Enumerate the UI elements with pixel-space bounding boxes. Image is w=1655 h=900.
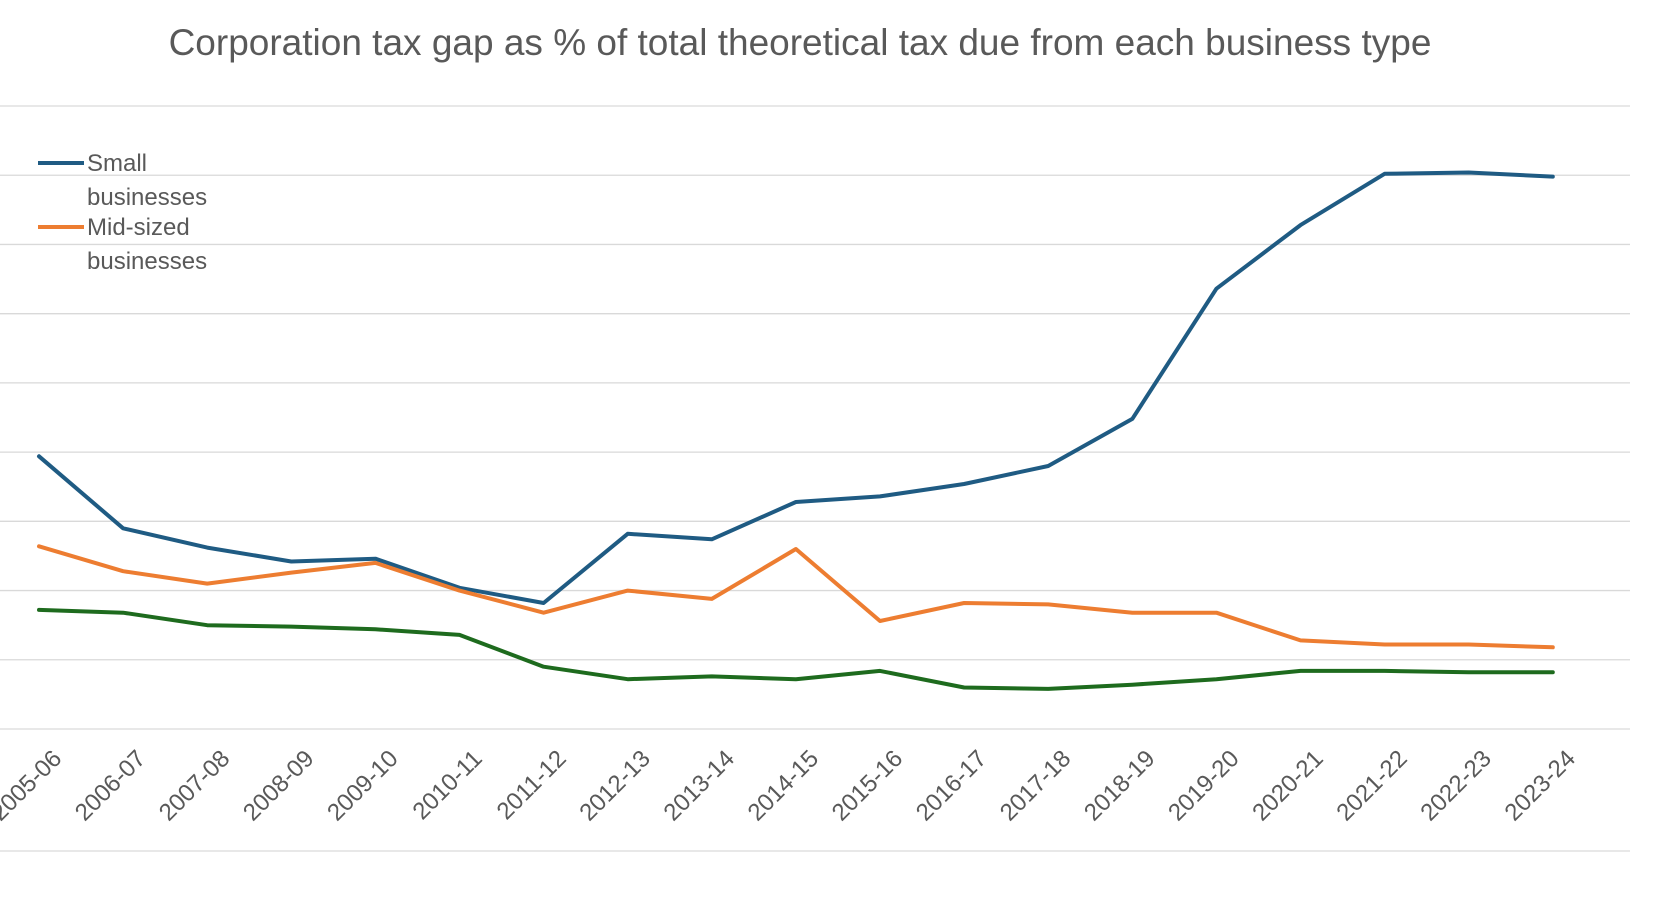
grid-layer [0, 105, 1630, 852]
x-tick-label: 2023-24 [1500, 745, 1581, 826]
x-tick-label: 2019-20 [1163, 745, 1244, 826]
x-tick-label: 2017-18 [995, 745, 1076, 826]
x-tick-label: 2014-15 [743, 745, 824, 826]
x-tick-label: 2010-11 [408, 745, 488, 825]
x-tick-label: 2009-10 [322, 745, 403, 826]
series-line-series-3 [37, 607, 1555, 691]
x-tick-label: 2016-17 [911, 745, 992, 826]
x-axis: 2005-06 2006-07 2007-08 2008-09 2009-10 2010-… [0, 745, 1581, 826]
x-tick-label: 2018-19 [1079, 745, 1160, 826]
x-tick-label: 2021-22 [1331, 745, 1412, 826]
x-tick-label: 2011-12 [492, 745, 572, 825]
series-line-small-businesses [37, 170, 1555, 605]
x-tick-label: 2022-23 [1415, 745, 1496, 826]
x-tick-label: 2020-21 [1247, 745, 1328, 826]
x-tick-label: 2005-06 [0, 745, 67, 826]
chart-title: Corporation tax gap as % of total theore… [168, 22, 1432, 63]
series-line-mid-sized-businesses [37, 544, 1555, 650]
x-tick-label: 2015-16 [827, 745, 908, 826]
x-tick-label: 2007-08 [154, 745, 235, 826]
x-tick-label: 2012-13 [574, 745, 655, 826]
x-tick-label: 2013-14 [659, 745, 740, 826]
legend-label: Mid-sized businesses [87, 214, 207, 275]
x-tick-label: 2006-07 [70, 745, 151, 826]
series-layer [37, 170, 1555, 691]
x-tick-label: 2008-09 [238, 745, 319, 826]
legend-label: Small businesses [87, 150, 207, 211]
